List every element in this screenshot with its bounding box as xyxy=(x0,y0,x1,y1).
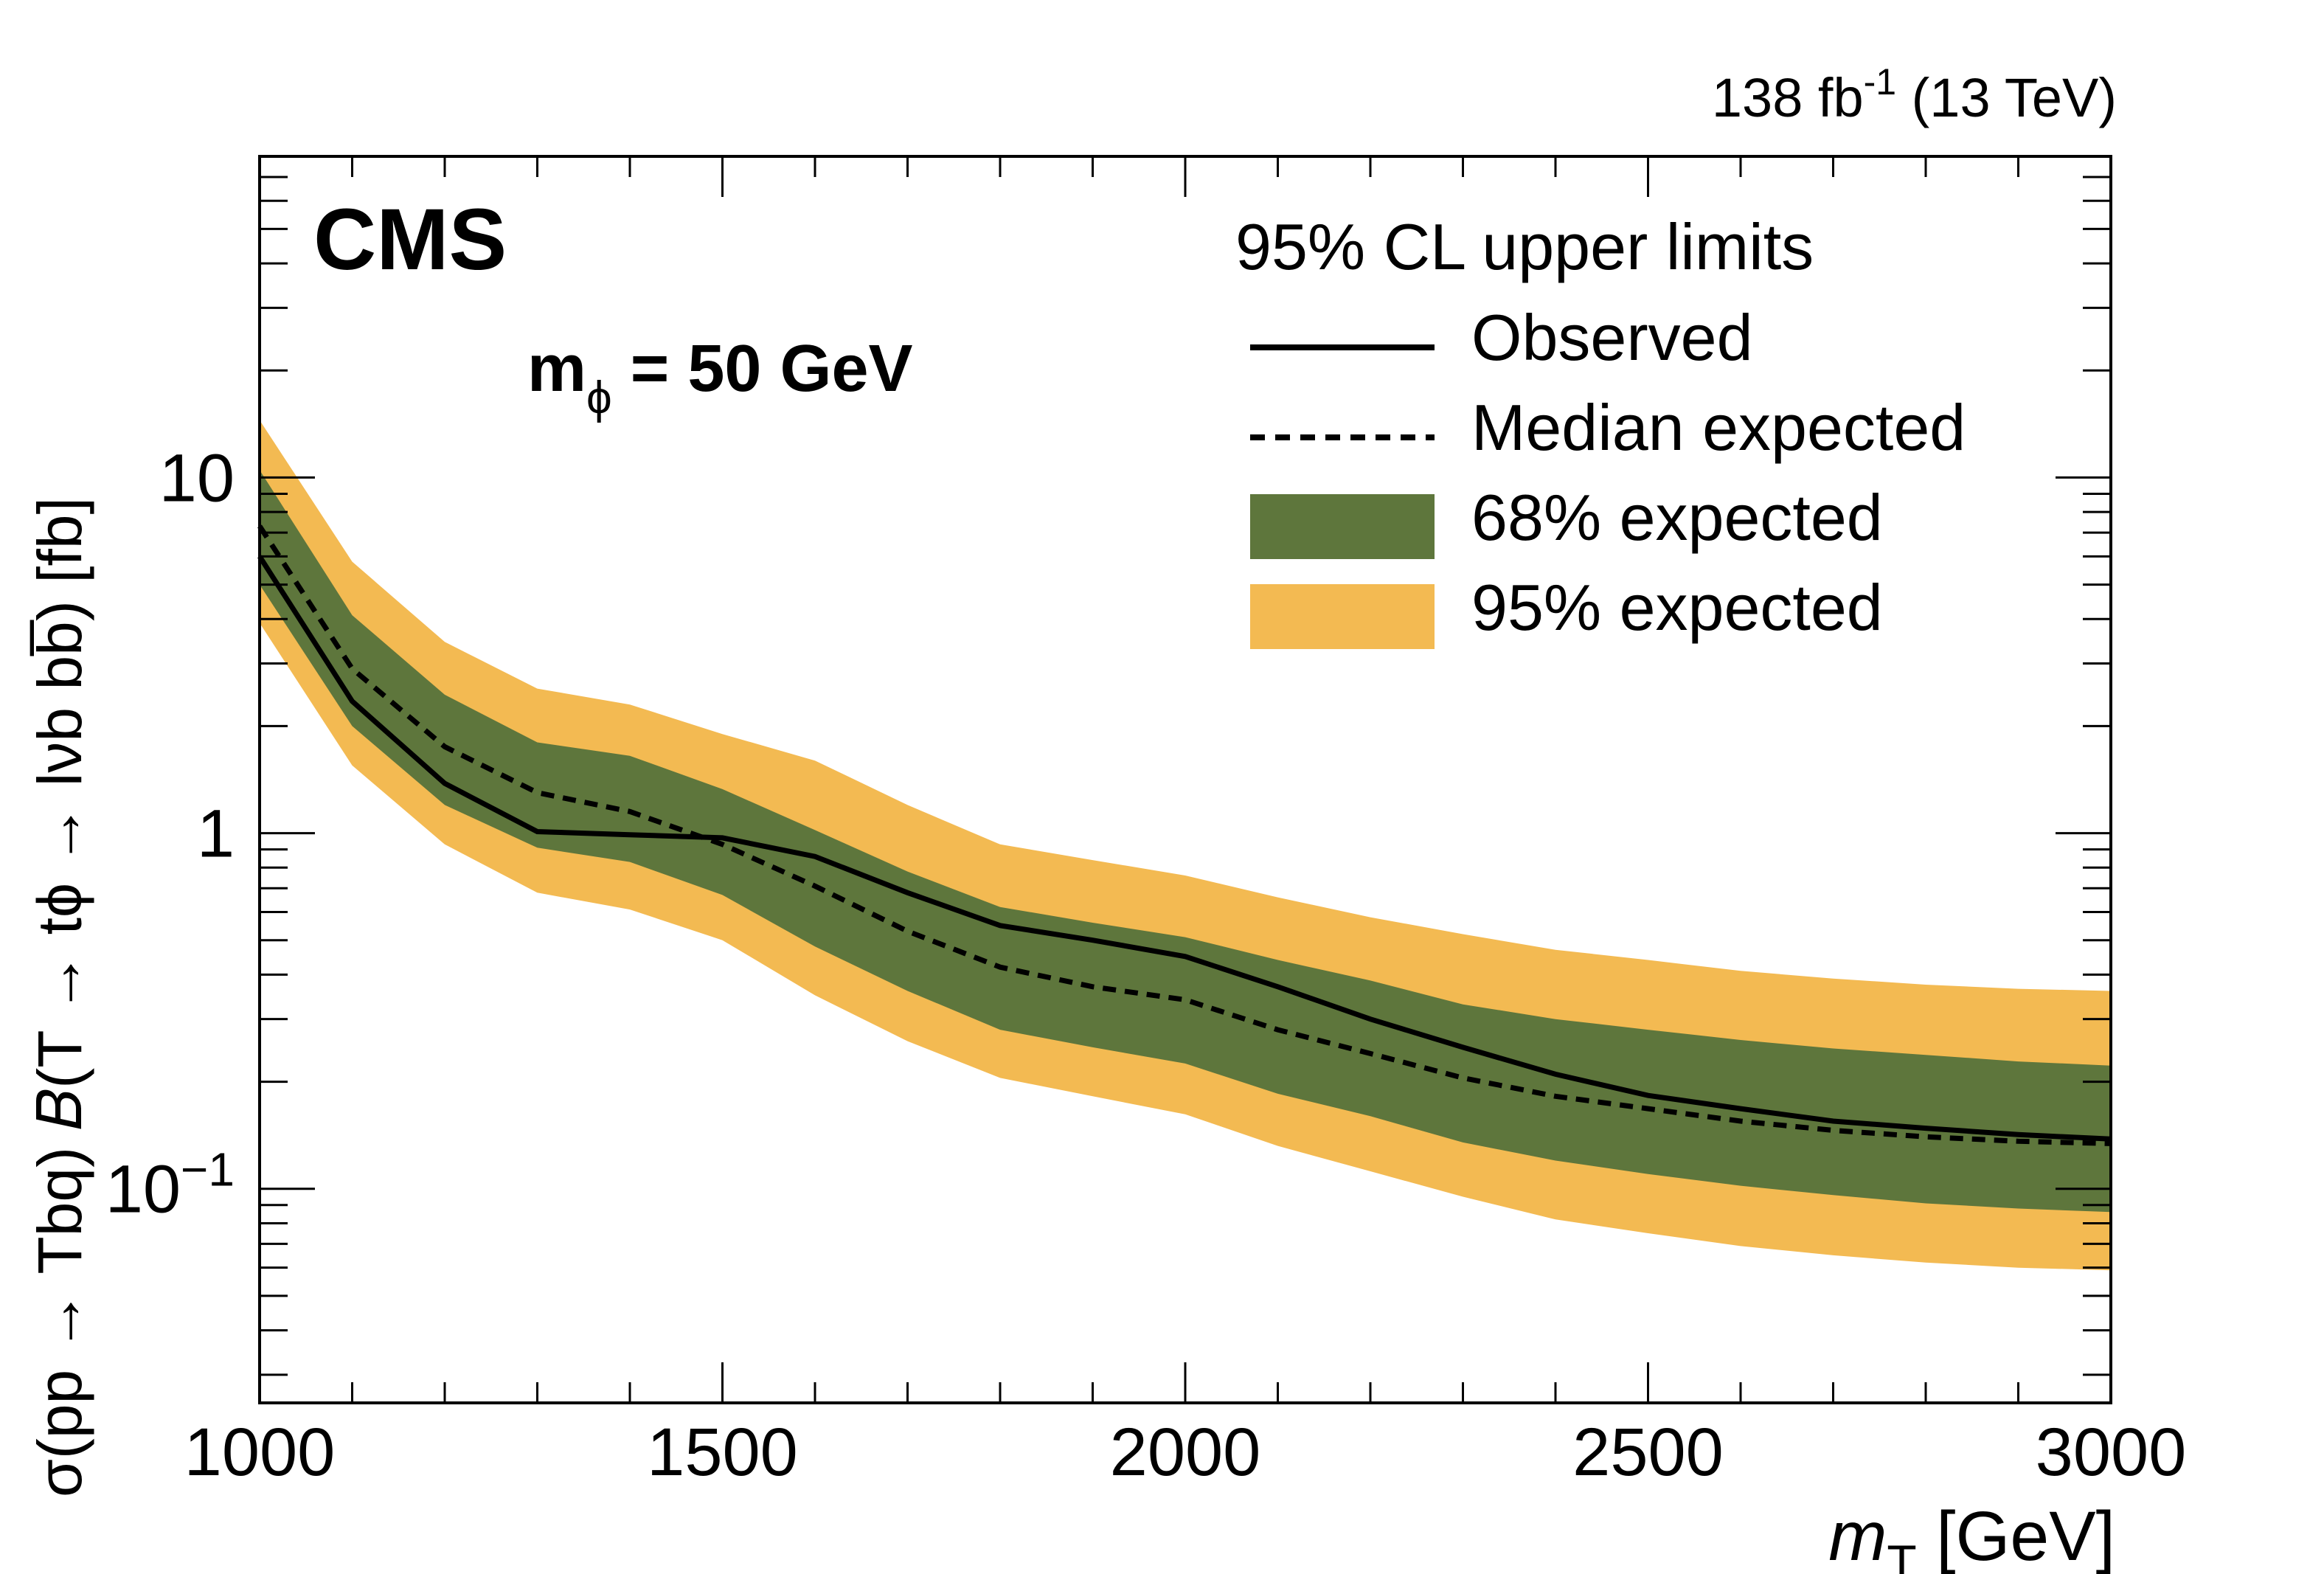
x-tick-label: 3000 xyxy=(2036,1415,2187,1490)
x-tick-label: 2500 xyxy=(1572,1415,1724,1490)
legend: 95% CL upper limits Observed Median expe… xyxy=(1235,210,1966,649)
x-tick-label: 1500 xyxy=(647,1415,798,1490)
tick-labels: 1000 1500 2000 2500 3000 10−1 1 10 xyxy=(105,440,2187,1490)
y-tick-label: 10 xyxy=(159,440,235,516)
legend-observed-label: Observed xyxy=(1471,301,1753,374)
plot-frame xyxy=(258,155,2112,1404)
median-expected-line xyxy=(257,524,2112,1146)
y-tick-label: 1 xyxy=(197,797,235,872)
legend-68-label: 68% expected xyxy=(1471,481,1883,554)
mass-label: mϕ = 50 GeV xyxy=(527,332,913,423)
cms-label: CMS xyxy=(313,191,507,288)
legend-title: 95% CL upper limits xyxy=(1235,210,1814,283)
band-68-expected xyxy=(260,470,2111,1213)
y-tick-label: 10−1 xyxy=(105,1143,235,1227)
x-tick-label: 2000 xyxy=(1110,1415,1261,1490)
observed-line xyxy=(257,555,2112,1142)
legend-expected-label: Median expected xyxy=(1471,391,1966,464)
bands xyxy=(260,420,2111,1271)
limit-lines xyxy=(257,524,2112,1146)
x-axis-title: mT [GeV] xyxy=(1828,1497,2115,1574)
legend-68-swatch xyxy=(1250,494,1435,559)
x-tick-label: 1000 xyxy=(184,1415,336,1490)
legend-95-swatch xyxy=(1250,584,1435,649)
y-axis-title: σ(pp → Tbq) 𝐵(T → tϕ → lνb bb̅) [fb] xyxy=(25,497,94,1497)
legend-95-label: 95% expected xyxy=(1471,571,1883,644)
axis-ticks xyxy=(258,155,2112,1403)
lumi-label: 138 fb-1 (13 TeV) xyxy=(1712,61,2117,128)
